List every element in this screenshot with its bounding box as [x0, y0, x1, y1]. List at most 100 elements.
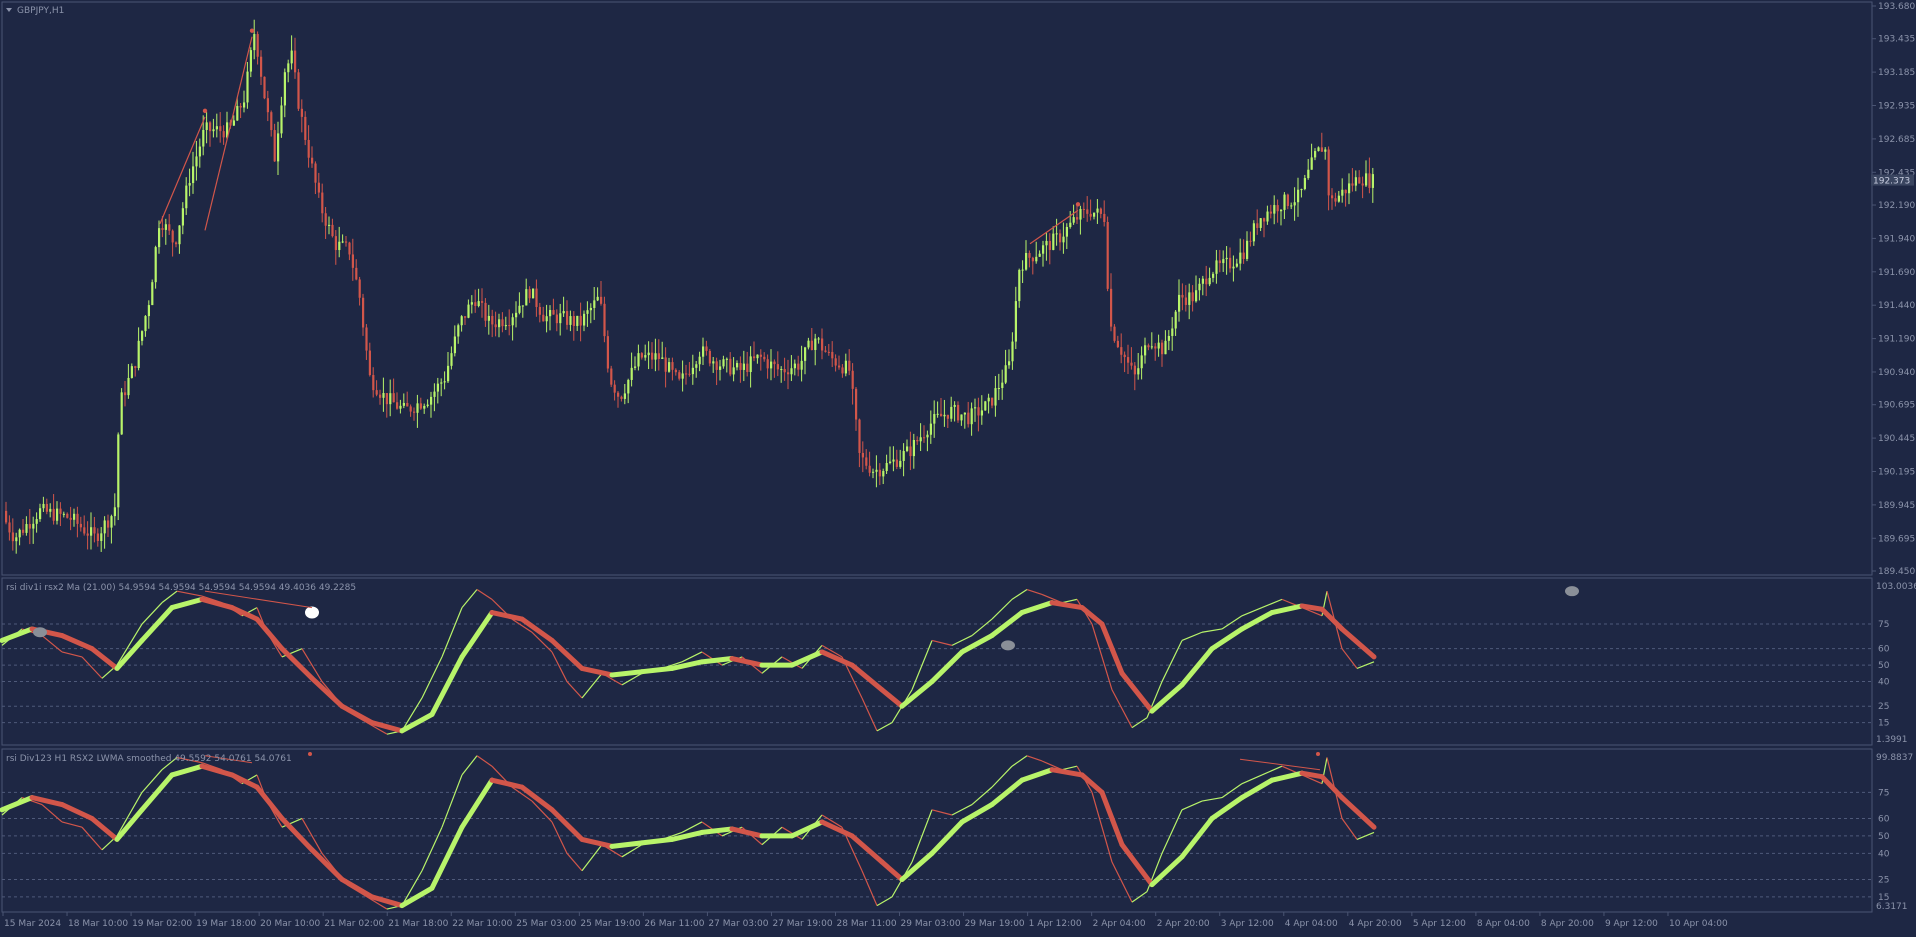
rsi-line-segment — [476, 589, 493, 600]
signal-line-segment — [929, 649, 965, 685]
rsi-line-segment — [951, 634, 973, 646]
candle-body — [1212, 273, 1215, 278]
candle-body — [484, 302, 487, 321]
candle-body — [396, 402, 399, 409]
candle-body — [351, 254, 354, 268]
candle-body — [702, 346, 705, 357]
time-tick-label: 10 Apr 04:00 — [1669, 919, 1728, 929]
candle-body — [1198, 283, 1201, 291]
level-label: 25 — [1878, 702, 1889, 712]
rsi-line-segment — [1011, 755, 1028, 767]
candle-body — [110, 516, 113, 528]
time-tick-label: 21 Mar 18:00 — [388, 919, 448, 929]
candle-body — [474, 302, 477, 306]
indicator-pane-2[interactable]: rsi Div123 H1 RSX2 LWMA smoothed 49.5592… — [0, 752, 1872, 910]
signal-line-segment — [959, 802, 995, 825]
signal-line-segment — [309, 847, 345, 882]
candle-body — [1150, 346, 1153, 348]
candle-body — [52, 508, 55, 521]
candle-body — [1283, 194, 1286, 210]
rsi-line-segment — [861, 870, 878, 906]
candle-body — [22, 529, 25, 533]
rsi-line-segment — [621, 844, 643, 858]
candle-body — [90, 527, 93, 536]
candle-body — [1368, 173, 1371, 188]
signal-line-segment — [459, 777, 495, 830]
time-axis[interactable]: 15 Mar 2024 18 Mar 10:00 19 Mar 02:00 19 Ma… — [2, 912, 1728, 929]
price-tick-label: 189.945 — [1878, 501, 1915, 511]
candle-body — [661, 357, 664, 359]
price-pane[interactable]: GBPJPY,H1 — [5, 6, 1374, 554]
rsi-line-segment — [511, 786, 533, 802]
signal-line-segment — [1209, 795, 1245, 821]
candle-body — [1348, 183, 1351, 194]
signal-line-segment — [254, 616, 285, 652]
rsi-line-segment — [81, 656, 103, 679]
candle-body — [593, 300, 596, 308]
candle-body — [141, 331, 144, 341]
price-tick-label: 193.435 — [1878, 35, 1915, 45]
rsi-line-segment — [1026, 588, 1043, 596]
divergence-line — [1029, 209, 1079, 245]
indicator-pane-1[interactable]: rsi div1i rsx2 Ma (21.00) 54.9594 54.959… — [0, 583, 1872, 735]
rsi-line-segment — [1181, 800, 1203, 811]
candle-body — [498, 319, 501, 328]
signal-line-segment — [429, 654, 465, 717]
divergence-dot — [249, 28, 255, 33]
signal-line-segment — [399, 885, 435, 909]
candle-body — [1106, 221, 1109, 289]
candle-body — [793, 363, 796, 369]
candle-body — [725, 358, 728, 360]
candle-body — [1269, 211, 1272, 214]
rsi-line-segment — [61, 821, 83, 828]
rsi-line-segment — [581, 672, 603, 699]
candle-body — [674, 369, 677, 373]
candle-body — [841, 367, 844, 374]
signal-line-segment — [849, 662, 885, 693]
candle-body — [25, 524, 28, 533]
candle-body — [1371, 174, 1374, 188]
candle-body — [1191, 292, 1194, 302]
rsi-line-segment — [951, 804, 973, 816]
candle-body — [678, 372, 681, 379]
candle-body — [294, 50, 297, 73]
rsi-line-segment — [461, 755, 478, 776]
candle-body — [644, 355, 647, 358]
price-tick-label: 193.680 — [1878, 2, 1915, 12]
candle-body — [545, 316, 548, 322]
triangle-down-icon[interactable] — [6, 8, 12, 12]
price-tick-label: 192.685 — [1878, 135, 1915, 145]
candle-body — [800, 360, 803, 370]
signal-line-segment — [1099, 789, 1125, 848]
candle-body — [62, 513, 65, 515]
candle-body — [957, 404, 960, 421]
candle-body — [712, 361, 715, 364]
candle-body — [923, 437, 926, 439]
signal-line-segment — [1049, 767, 1085, 778]
rsi-line-segment — [81, 826, 103, 851]
rsi-line-segment — [176, 590, 203, 597]
candle-body — [831, 351, 834, 359]
candle-body — [447, 365, 450, 382]
signal-line-segment — [59, 802, 95, 821]
candle-body — [759, 354, 762, 357]
candle-body — [103, 520, 106, 534]
candle-body — [637, 353, 640, 367]
time-tick-label: 1 Apr 12:00 — [1029, 919, 1082, 929]
candle-body — [1025, 253, 1028, 270]
candle-body — [742, 363, 745, 370]
candle-body — [882, 471, 885, 477]
candle-body — [338, 241, 341, 251]
candle-body — [994, 388, 997, 406]
candle-body — [290, 50, 293, 64]
candle-body — [562, 311, 565, 314]
price-axis[interactable]: 193.680 193.435 193.185 192.935 192.685 192.4… — [1872, 2, 1915, 577]
rsi-line-segment — [551, 651, 568, 682]
rsi-line-segment — [1301, 774, 1323, 785]
candle-body — [426, 404, 429, 406]
candle-body — [120, 392, 123, 435]
current-price-tag: 192.373 — [1871, 174, 1914, 187]
rsi-line-segment — [1201, 796, 1223, 802]
